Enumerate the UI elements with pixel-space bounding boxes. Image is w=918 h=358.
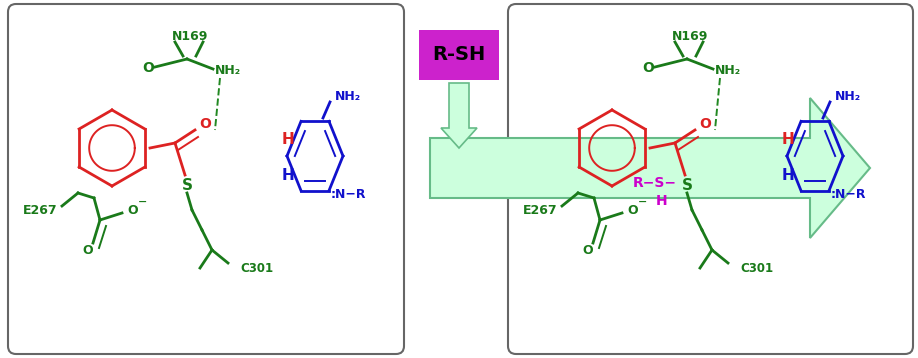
- Text: O: O: [128, 204, 139, 218]
- Text: −: −: [638, 197, 648, 207]
- FancyBboxPatch shape: [508, 4, 913, 354]
- Text: N169: N169: [672, 29, 708, 43]
- Text: R-SH: R-SH: [432, 45, 486, 64]
- Text: O: O: [83, 245, 94, 257]
- FancyBboxPatch shape: [8, 4, 404, 354]
- Text: O: O: [700, 117, 711, 131]
- Text: −: −: [139, 197, 148, 207]
- Text: NH₂: NH₂: [715, 64, 741, 77]
- Text: O: O: [199, 117, 211, 131]
- Text: O: O: [628, 204, 638, 218]
- Text: NH₂: NH₂: [835, 90, 861, 102]
- Text: NH₂: NH₂: [335, 90, 361, 102]
- Text: H: H: [781, 132, 794, 147]
- Text: C301: C301: [740, 261, 773, 275]
- Text: H: H: [656, 194, 667, 208]
- Text: R−S−: R−S−: [633, 176, 677, 190]
- Text: H: H: [781, 169, 794, 184]
- Text: O: O: [142, 61, 154, 75]
- Polygon shape: [430, 98, 870, 238]
- Polygon shape: [441, 83, 477, 148]
- Text: C301: C301: [240, 261, 274, 275]
- Text: :N−R: :N−R: [330, 189, 365, 202]
- FancyBboxPatch shape: [419, 30, 499, 80]
- Text: O: O: [642, 61, 654, 75]
- Text: :N−R: :N−R: [830, 189, 866, 202]
- Text: S: S: [681, 178, 692, 193]
- Text: NH₂: NH₂: [215, 64, 241, 77]
- Text: H: H: [282, 132, 295, 147]
- Text: E267: E267: [523, 203, 558, 217]
- Text: H: H: [282, 169, 295, 184]
- Text: N169: N169: [172, 29, 208, 43]
- Text: E267: E267: [23, 203, 58, 217]
- Text: S: S: [182, 178, 193, 193]
- Text: O: O: [583, 245, 593, 257]
